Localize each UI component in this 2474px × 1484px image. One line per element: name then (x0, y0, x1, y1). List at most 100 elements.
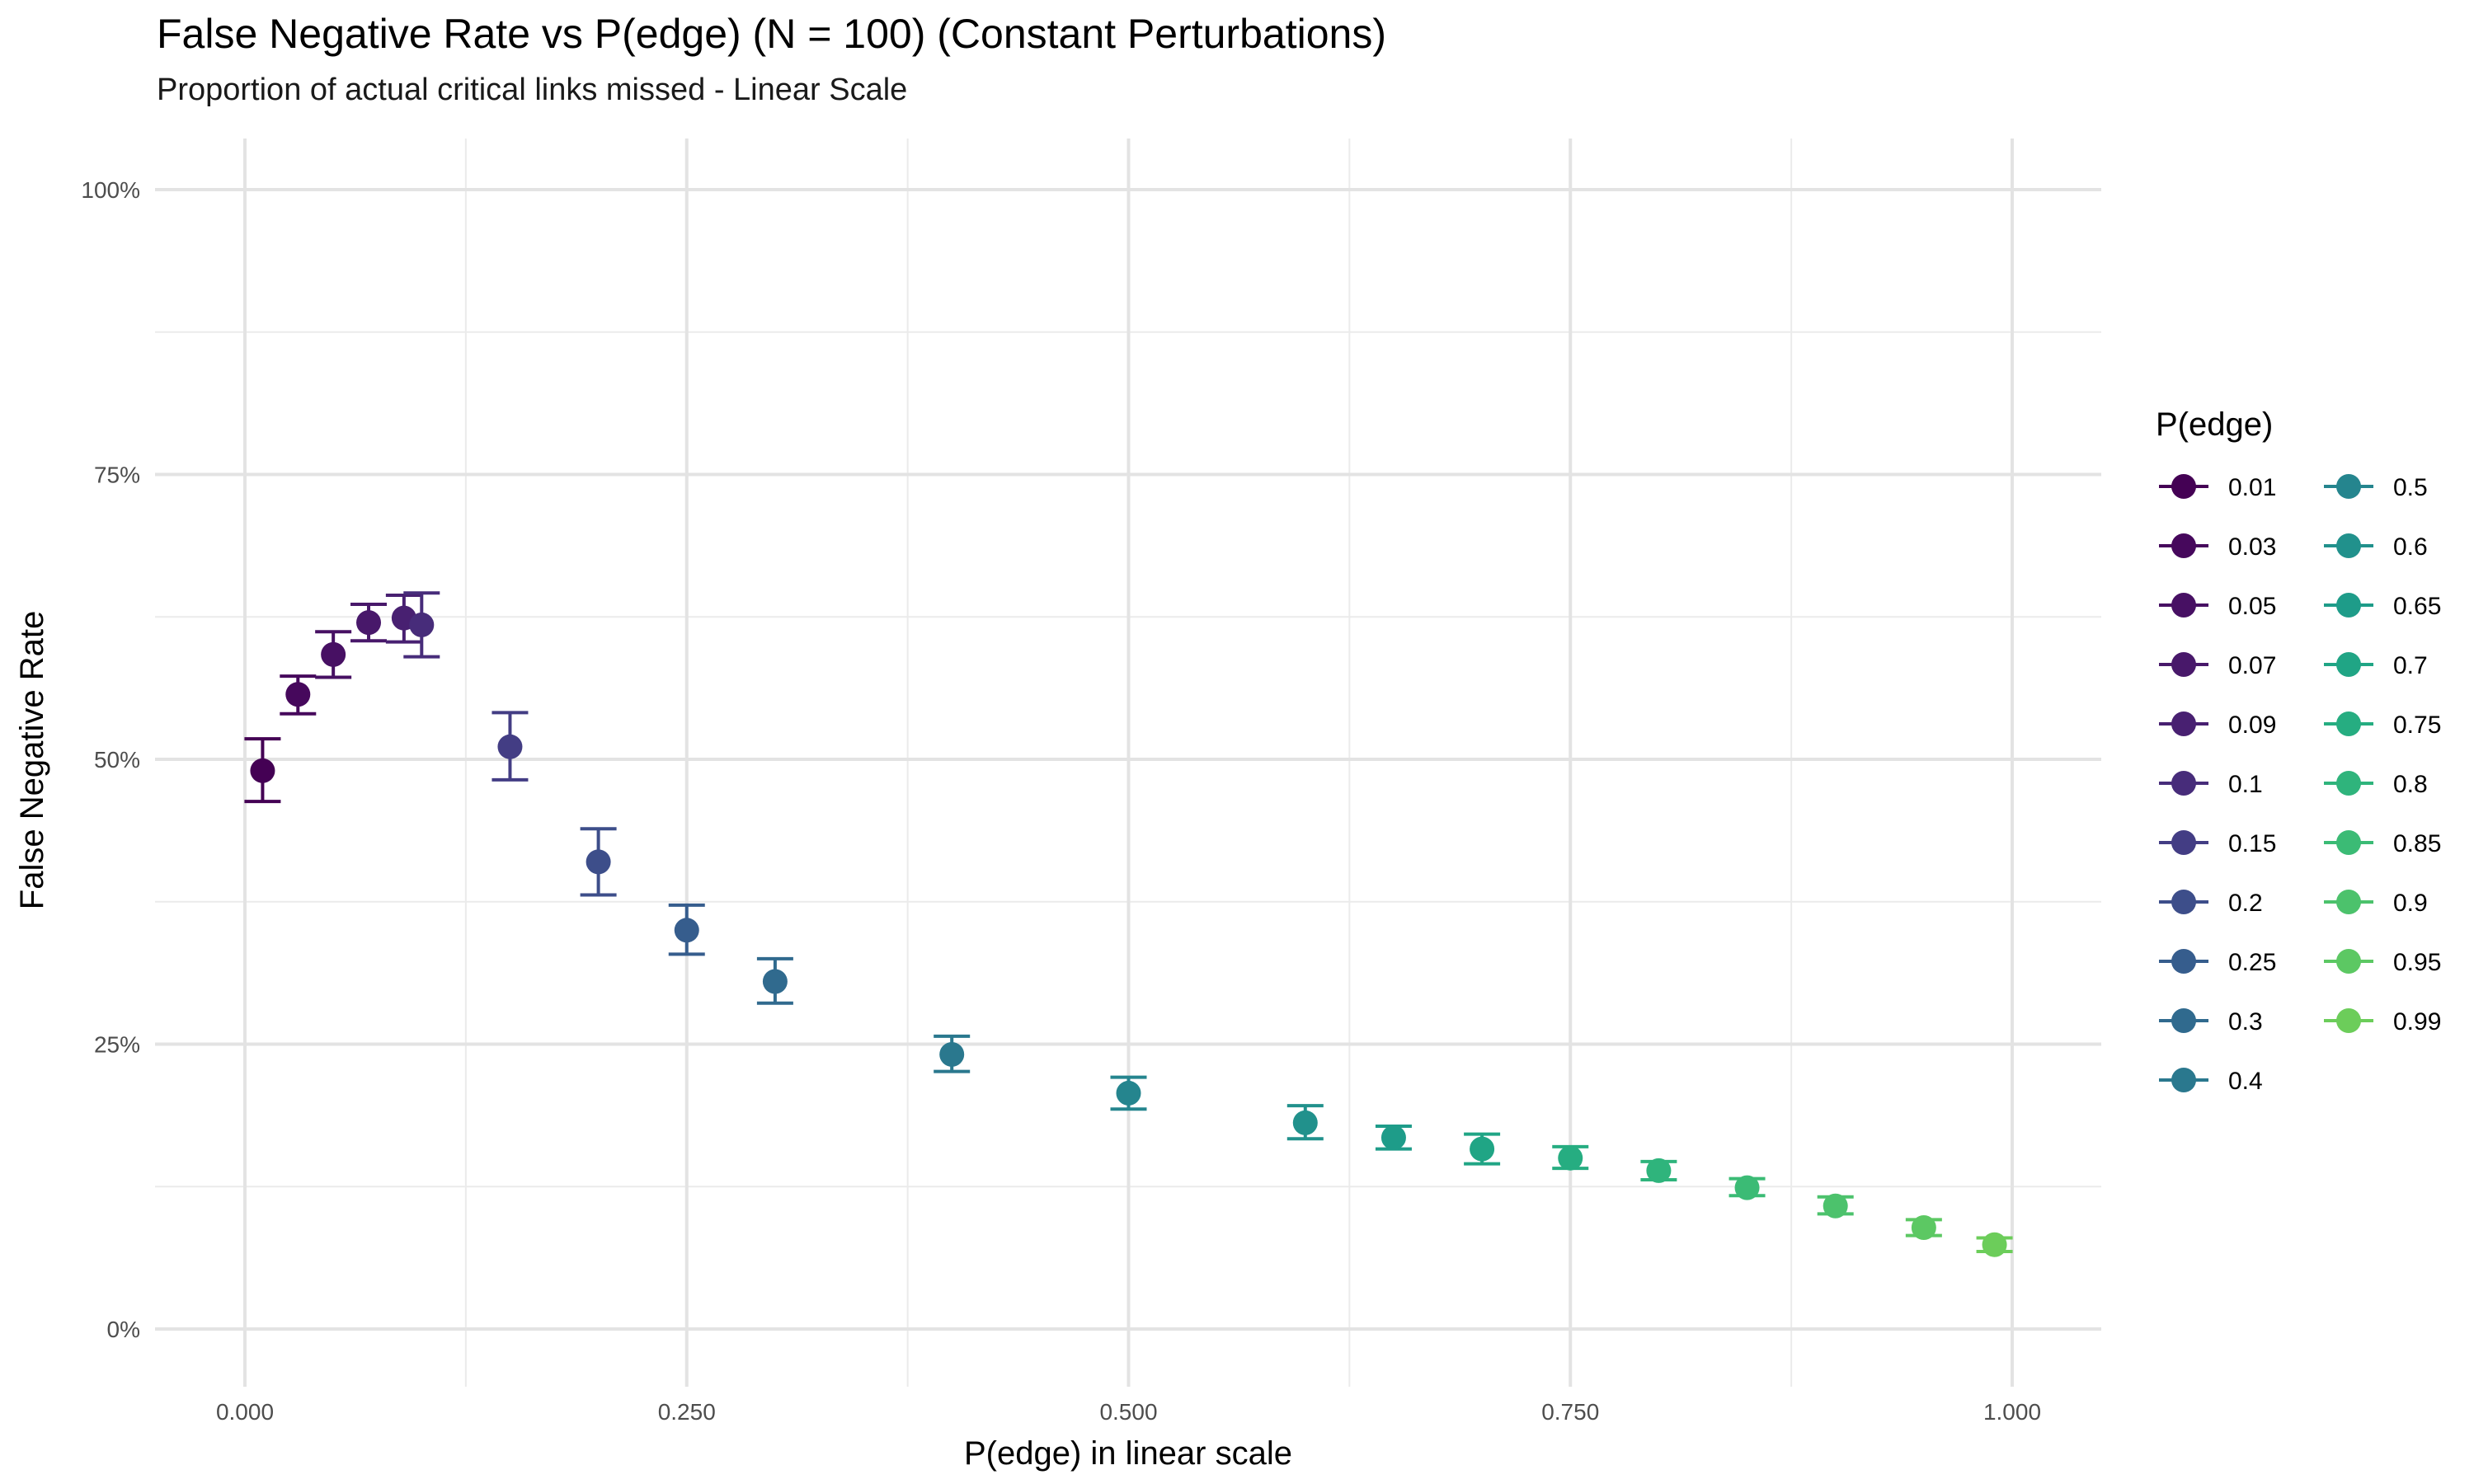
data-point (409, 612, 435, 637)
data-point (1911, 1215, 1936, 1241)
legend-label: 0.99 (2393, 1008, 2441, 1036)
data-point (1982, 1232, 2007, 1257)
legend-key-point (2336, 890, 2361, 914)
legend-item: 0.1 (2159, 771, 2263, 798)
data-point-group (1817, 1193, 1854, 1219)
data-point-group (244, 737, 281, 804)
legend-label: 0.5 (2393, 474, 2428, 501)
data-point (674, 918, 699, 943)
legend-key-point (2171, 830, 2196, 855)
data-point-group (280, 674, 317, 716)
data-point-group (1552, 1144, 1589, 1171)
data-point-group (492, 711, 529, 782)
data-point-group (350, 603, 388, 643)
chart-title: False Negative Rate vs P(edge) (N = 100)… (157, 11, 1386, 57)
legend-label: 0.25 (2228, 949, 2276, 976)
axis-ticks: 0.000 0.250 0.500 0.750 1.000 0% 25% 50% 75% 100% (81, 177, 2041, 1425)
legend-item: 0.05 (2159, 593, 2276, 620)
data-point-group (1286, 1104, 1324, 1141)
data-point (1380, 1125, 1406, 1150)
data-point-group (403, 591, 440, 659)
legend-label: 0.3 (2228, 1008, 2263, 1036)
legend-key-point (2171, 949, 2196, 974)
data-point-group (1464, 1132, 1501, 1166)
data-point (762, 969, 788, 994)
data-point-group (1375, 1125, 1412, 1151)
x-tick-label: 0.750 (1541, 1399, 1599, 1425)
legend-item: 0.7 (2324, 652, 2428, 679)
legend-key-point (2171, 652, 2196, 677)
x-tick-label: 0.000 (216, 1399, 274, 1425)
legend-item: 0.95 (2324, 949, 2441, 976)
legend-item: 0.03 (2159, 533, 2276, 561)
legend-key-point (2171, 1068, 2196, 1092)
grid (155, 139, 2101, 1387)
legend-item: 0.8 (2324, 771, 2428, 798)
legend-key-point (2336, 771, 2361, 796)
legend-key-point (2171, 1008, 2196, 1033)
legend-label: 0.07 (2228, 652, 2276, 679)
legend-item: 0.65 (2324, 593, 2441, 620)
data-point-group (1729, 1175, 1766, 1200)
data-point (285, 682, 311, 707)
legend-label: 0.6 (2393, 533, 2428, 561)
data-point-group (1640, 1158, 1677, 1183)
y-axis-title: False Negative Rate (14, 611, 50, 909)
y-tick-label: 25% (94, 1032, 140, 1058)
legend-label: 0.01 (2228, 474, 2276, 501)
x-tick-label: 0.250 (658, 1399, 716, 1425)
data-point (1116, 1080, 1141, 1106)
legend-label: 0.7 (2393, 652, 2428, 679)
legend-item: 0.99 (2324, 1008, 2441, 1036)
data-marks (244, 591, 2013, 1257)
legend-item: 0.15 (2159, 830, 2276, 857)
legend-item: 0.09 (2159, 711, 2276, 739)
legend-key-point (2171, 474, 2196, 499)
legend-item: 0.5 (2324, 474, 2428, 501)
legend-label: 0.09 (2228, 711, 2276, 739)
legend-item: 0.9 (2324, 890, 2428, 917)
data-point (1734, 1175, 1760, 1200)
legend-key-point (2336, 474, 2361, 499)
data-point-group (756, 956, 793, 1005)
legend-label: 0.95 (2393, 949, 2441, 976)
legend-item: 0.25 (2159, 949, 2276, 976)
legend-key-point (2336, 830, 2361, 855)
legend-item: 0.01 (2159, 474, 2276, 501)
legend-label: 0.85 (2393, 830, 2441, 857)
legend-item: 0.75 (2324, 711, 2441, 739)
legend: P(edge) 0.01 0.03 0.05 0.07 0.09 0.1 0.15 0.2 0.… (2156, 406, 2441, 1095)
legend-item: 0.2 (2159, 890, 2263, 917)
legend-key-point (2171, 593, 2196, 618)
legend-label: 0.05 (2228, 593, 2276, 620)
legend-key-point (2336, 652, 2361, 677)
data-point (1646, 1158, 1672, 1183)
legend-label: 0.2 (2228, 890, 2263, 917)
legend-items: 0.01 0.03 0.05 0.07 0.09 0.1 0.15 0.2 0.25 0.3 0.4… (2159, 474, 2441, 1095)
data-point-group (934, 1034, 971, 1073)
legend-key-point (2171, 711, 2196, 736)
y-tick-label: 100% (81, 177, 140, 203)
y-tick-label: 50% (94, 747, 140, 773)
legend-key-point (2336, 949, 2361, 974)
legend-item: 0.85 (2324, 830, 2441, 857)
legend-key-point (2336, 593, 2361, 618)
legend-label: 0.75 (2393, 711, 2441, 739)
legend-label: 0.15 (2228, 830, 2276, 857)
legend-label: 0.03 (2228, 533, 2276, 561)
data-point (586, 849, 611, 875)
legend-key-point (2171, 533, 2196, 558)
data-point-group (1905, 1215, 1942, 1241)
data-point (497, 734, 523, 759)
legend-key-point (2336, 711, 2361, 736)
legend-title: P(edge) (2156, 406, 2273, 443)
data-point (1292, 1110, 1318, 1135)
legend-label: 0.1 (2228, 771, 2263, 798)
data-point (939, 1041, 965, 1067)
x-axis-title: P(edge) in linear scale (964, 1435, 1292, 1472)
legend-label: 0.8 (2393, 771, 2428, 798)
data-point-group (1976, 1232, 2013, 1257)
legend-key-point (2171, 771, 2196, 796)
y-tick-label: 75% (94, 463, 140, 488)
data-point-group (580, 827, 617, 897)
